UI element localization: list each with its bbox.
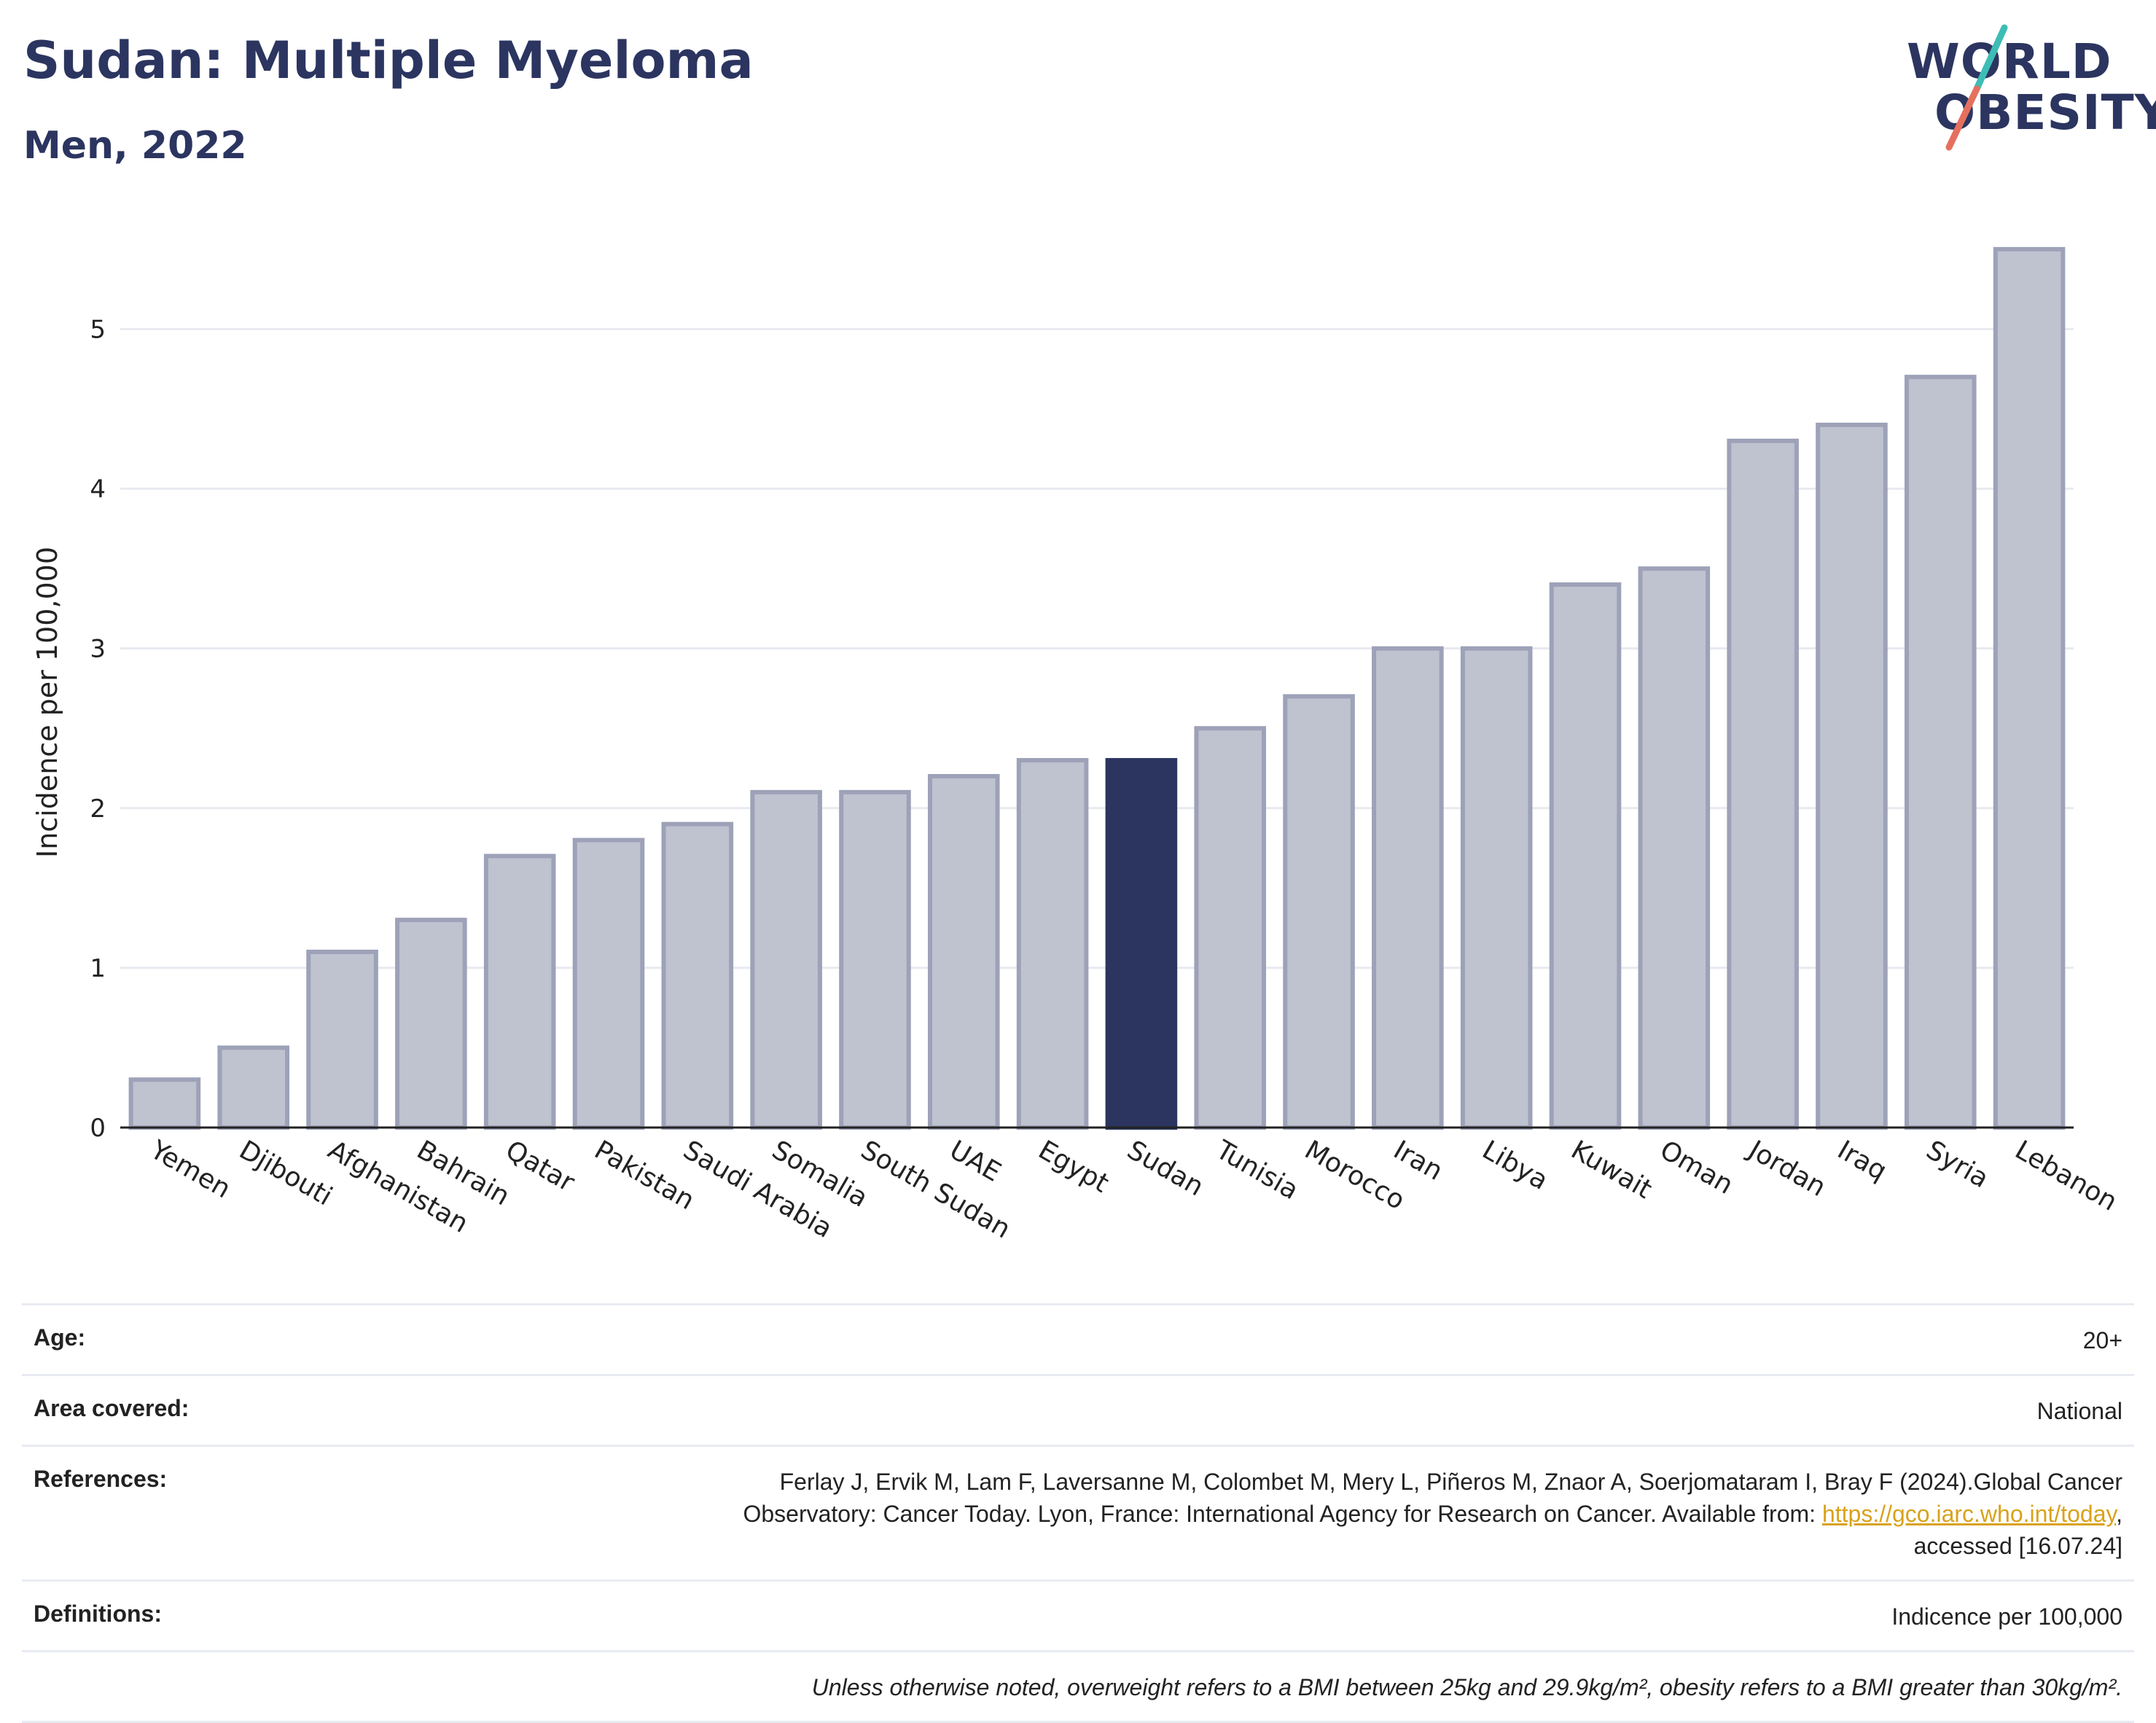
x-tick-label: Morocco — [1300, 1135, 1410, 1216]
references-value: Ferlay J, Ervik M, Lam F, Laversanne M, … — [743, 1466, 2122, 1562]
y-tick-label: 1 — [90, 954, 106, 983]
bar-afghanistan — [306, 949, 378, 1130]
bar-uae — [927, 773, 1000, 1130]
bar-pakistan — [572, 837, 645, 1130]
x-tick-label: Kuwait — [1566, 1135, 1657, 1205]
bar-syria — [1904, 375, 1977, 1130]
references-line-2: Observatory: Cancer Today. Lyon, France:… — [743, 1498, 2122, 1530]
references-line-3: accessed [16.07.24] — [1913, 1533, 2122, 1559]
references-line-2-end: , — [2116, 1501, 2122, 1527]
bar-chart: 0 1 2 3 4 5 YemenDjiboutiAfghanistanBahrainQa… — [31, 246, 2122, 1245]
x-tick-label: Pakistan — [590, 1135, 700, 1216]
y-axis-ticks: 0 1 2 3 4 5 — [90, 315, 106, 1143]
y-tick-label: 2 — [90, 794, 106, 824]
age-label: Age: — [34, 1324, 86, 1351]
bar-iran — [1372, 646, 1444, 1130]
info-row-references: References: Ferlay J, Ervik M, Lam F, La… — [22, 1445, 2134, 1579]
logo-slash-icon — [1945, 24, 2008, 151]
definitions-value: Indicence per 100,000 — [1891, 1603, 2122, 1630]
x-tick-label: Iraq — [1832, 1135, 1891, 1187]
bar-djibouti — [217, 1045, 290, 1130]
info-table: Age: 20+ Area covered: National Referenc… — [22, 1303, 2134, 1723]
bar-libya — [1460, 646, 1533, 1130]
references-label: References: — [34, 1466, 168, 1492]
chart-title: Sudan: Multiple Myeloma — [23, 31, 754, 90]
x-tick-label: South Sudan — [856, 1135, 1015, 1244]
info-row-age: Age: 20+ — [22, 1303, 2134, 1374]
x-tick-label: Djibouti — [234, 1135, 337, 1211]
x-tick-label: Saudi Arabia — [678, 1135, 837, 1244]
info-row-area: Area covered: National — [22, 1374, 2134, 1445]
bar-tunisia — [1194, 726, 1267, 1130]
bar-sudan — [1105, 758, 1178, 1130]
bar-oman — [1638, 566, 1711, 1130]
chart-subtitle: Men, 2022 — [23, 124, 247, 168]
age-value: 20+ — [2082, 1327, 2122, 1353]
bar-kuwait — [1549, 582, 1622, 1130]
world-obesity-logo: WORLD OBESITY — [1895, 22, 2156, 153]
bar-lebanon — [1993, 246, 2066, 1130]
y-axis-label: Incidence per 100,000 — [31, 547, 63, 858]
x-tick-label: Iran — [1388, 1135, 1448, 1187]
logo-line-1: WORLD — [1907, 34, 2112, 90]
definitions-label: Definitions: — [34, 1601, 162, 1627]
bar-south-sudan — [839, 789, 911, 1130]
x-tick-label: Libya — [1477, 1135, 1553, 1196]
bmi-note: Unless otherwise noted, overweight refer… — [811, 1674, 2122, 1700]
x-tick-label: Tunisia — [1210, 1135, 1303, 1206]
bar-saudi-arabia — [661, 821, 734, 1130]
info-row-note: Unless otherwise noted, overweight refer… — [22, 1650, 2134, 1723]
bar-yemen — [128, 1077, 201, 1130]
bar-qatar — [483, 853, 556, 1130]
area-value: National — [2036, 1398, 2122, 1424]
y-tick-label: 3 — [90, 635, 106, 664]
references-link[interactable]: https://gco.iarc.who.int/today — [1821, 1501, 2117, 1527]
bar-bahrain — [395, 918, 467, 1130]
x-tick-label: Egypt — [1034, 1135, 1114, 1198]
bar-egypt — [1016, 758, 1089, 1130]
x-tick-label: Sudan — [1122, 1135, 1208, 1202]
x-tick-label: Oman — [1655, 1135, 1738, 1200]
y-tick-label: 4 — [90, 475, 106, 504]
bars — [128, 246, 2066, 1130]
x-tick-label: UAE — [945, 1135, 1006, 1187]
bar-iraq — [1816, 422, 1888, 1130]
bar-jordan — [1727, 438, 1799, 1130]
area-label: Area covered: — [34, 1395, 190, 1421]
x-tick-label: Jordan — [1742, 1134, 1830, 1203]
bar-somalia — [750, 789, 822, 1130]
references-line-2-text: Observatory: Cancer Today. Lyon, France:… — [743, 1501, 1822, 1527]
x-tick-label: Lebanon — [2010, 1135, 2122, 1217]
y-tick-label: 5 — [90, 315, 106, 344]
bar-morocco — [1283, 694, 1355, 1130]
info-row-definitions: Definitions: Indicence per 100,000 — [22, 1579, 2134, 1650]
references-line-1: Ferlay J, Ervik M, Lam F, Laversanne M, … — [779, 1469, 2122, 1495]
x-tick-label: Yemen — [145, 1135, 236, 1205]
y-tick-label: 0 — [90, 1114, 106, 1143]
x-tick-label: Syria — [1921, 1135, 1993, 1194]
